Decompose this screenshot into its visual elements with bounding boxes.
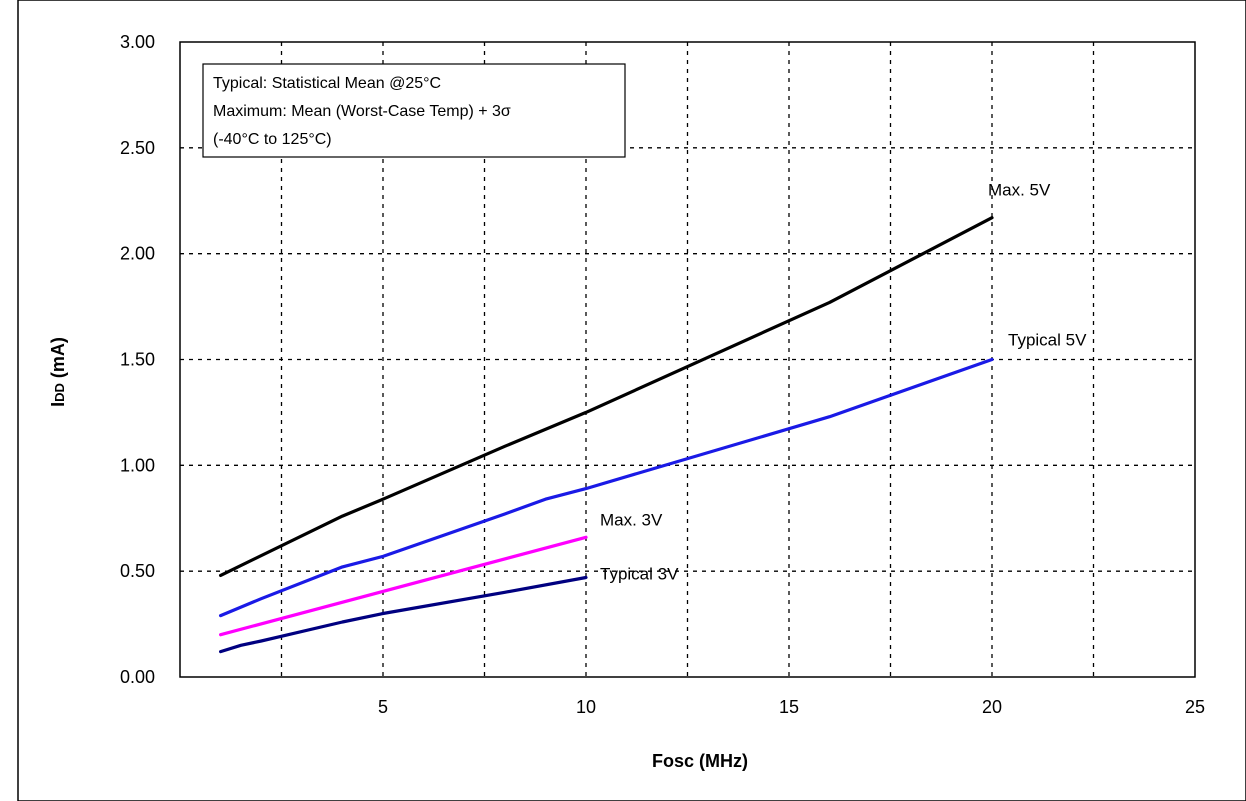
series-label-max-5v: Max. 5V (988, 181, 1051, 200)
legend-line-2: Maximum: Mean (Worst-Case Temp) + 3σ (213, 103, 511, 120)
series-line-typical-5v (219, 357, 994, 618)
x-tick-label: 15 (779, 697, 799, 717)
series-line-typical-3v (219, 575, 588, 654)
series-lines (219, 216, 994, 654)
legend-line-3: (-40°C to 125°C) (213, 131, 332, 148)
x-tick-label: 25 (1185, 697, 1205, 717)
legend-box: Typical: Statistical Mean @25°C Maximum:… (202, 63, 626, 158)
y-tick-label: 2.50 (120, 138, 155, 158)
x-tick-label: 5 (378, 697, 388, 717)
chart-frame (17, 0, 1246, 801)
y-tick-label: 1.00 (120, 455, 155, 475)
y-axis-ticks: 0.00 0.50 1.00 1.50 2.00 2.50 3.00 (120, 32, 155, 687)
y-axis-title-main: I (48, 402, 68, 407)
y-tick-label: 1.50 (120, 350, 155, 370)
y-axis-title-unit: (mA) (48, 337, 68, 383)
y-tick-label: 3.00 (120, 32, 155, 52)
series-label-typical-5v: Typical 5V (1008, 331, 1087, 350)
y-axis-title-sub: DD (52, 383, 67, 402)
x-tick-label: 20 (982, 697, 1002, 717)
plot-area (179, 41, 1196, 678)
legend-line-1: Typical: Statistical Mean @25°C (213, 75, 441, 92)
series-line-max-3v (219, 535, 588, 637)
x-tick-label: 10 (576, 697, 596, 717)
legend-border (202, 63, 626, 158)
y-tick-label: 0.00 (120, 667, 155, 687)
series-line-max-5v (219, 216, 994, 578)
series-label-max-3v: Max. 3V (600, 510, 663, 529)
series-label-typical-3v: Typical 3V (600, 565, 679, 584)
x-axis-ticks: 5 10 15 20 25 (378, 697, 1205, 717)
y-tick-label: 2.00 (120, 244, 155, 264)
y-axis-title: IDD (mA) (48, 337, 68, 407)
x-axis-title: Fosc (MHz) (652, 751, 748, 771)
series-labels: Max. 5V Typical 5V Max. 3V Typical 3V (600, 181, 1087, 584)
y-tick-label: 0.50 (120, 561, 155, 581)
